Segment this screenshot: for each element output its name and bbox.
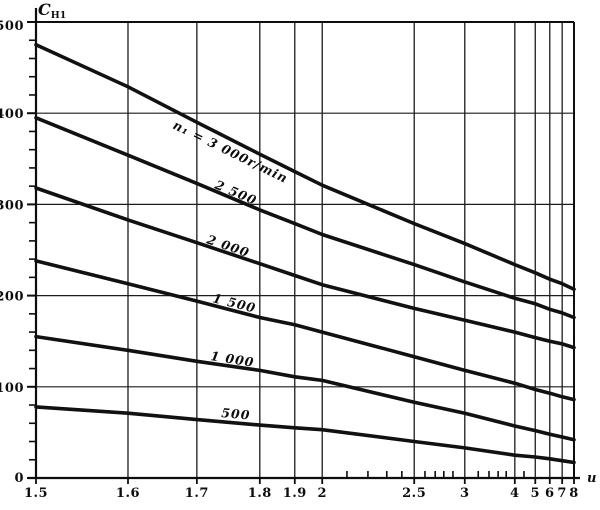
y-tick-label-100: 100 [0, 381, 24, 396]
x-tick-label-1.6: 1.6 [116, 486, 140, 501]
series-label-1500: 500 [221, 405, 251, 422]
series-line-11500 [34, 259, 576, 402]
y-axis-title: CH1 [38, 0, 66, 21]
y-tick-label-500: 500 [0, 19, 24, 34]
x-axis-title: u [587, 471, 596, 486]
x-tick-label-8: 8 [569, 486, 579, 501]
series-line-12000 [34, 186, 576, 350]
y-tick-label-300: 300 [0, 198, 24, 213]
x-tick-label-2: 2 [317, 486, 327, 501]
series-line-1500 [34, 405, 576, 465]
x-tick-label-1.5: 1.5 [24, 486, 48, 501]
x-tick-label-5: 5 [530, 486, 540, 501]
series-line-13000 [34, 42, 576, 292]
x-tick-label-3: 3 [460, 486, 470, 501]
x-tick-label-1.9: 1.9 [283, 486, 307, 501]
x-tick-label-6: 6 [545, 486, 555, 501]
x-tick-label-1.7: 1.7 [185, 486, 209, 501]
x-tick-label-2.5: 2.5 [402, 486, 426, 501]
y-tick-label-400: 400 [0, 107, 24, 122]
series-line-12500 [34, 116, 576, 320]
series-label-11000: 1 000 [210, 348, 256, 370]
y-tick-label-200: 200 [0, 290, 24, 305]
x-tick-label-7: 7 [557, 486, 567, 501]
x-tick-label-4: 4 [510, 486, 520, 501]
y-tick-label-0: 0 [14, 471, 24, 486]
x-tick-label-1.8: 1.8 [248, 486, 272, 501]
series-line-11000 [34, 334, 576, 442]
